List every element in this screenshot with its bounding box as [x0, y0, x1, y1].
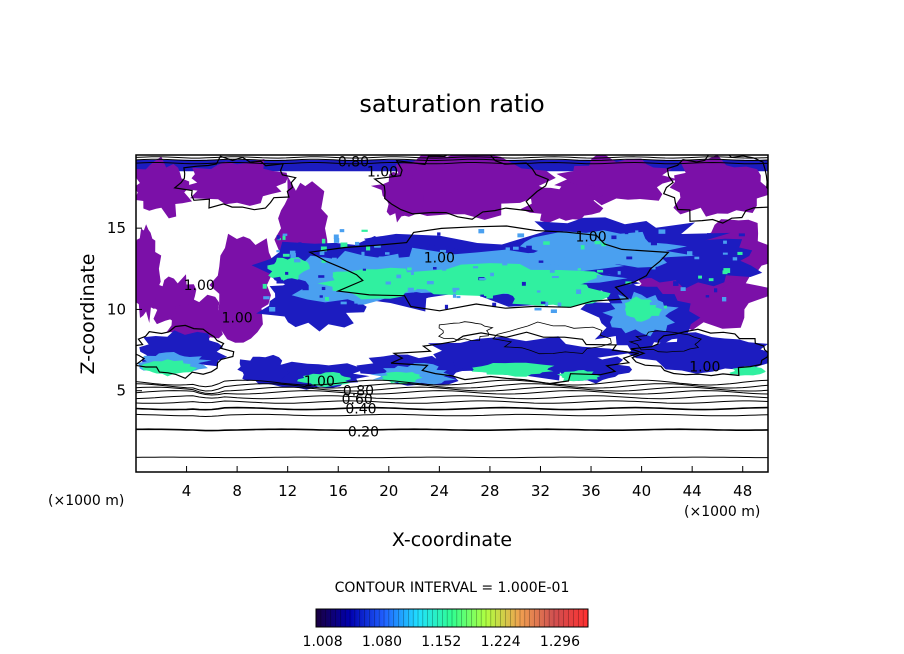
contour-label: 1.00 [575, 229, 606, 245]
colorbar-tick-label: 1.008 [303, 634, 343, 650]
x-tick-label: 24 [430, 482, 449, 500]
x-tick-label: 20 [379, 482, 398, 500]
y-tick-label: 10 [107, 300, 126, 318]
x-tick-label: 8 [232, 482, 242, 500]
contour-label: 1.00 [304, 374, 335, 390]
y-axis-label: Z-coordinate [77, 254, 99, 375]
y-tick-label: 5 [116, 382, 126, 400]
contour-lines [136, 155, 768, 459]
contour-interval-note: CONTOUR INTERVAL = 1.000E-01 [335, 580, 570, 596]
contour-label: 0.60 [342, 392, 373, 408]
x-tick-label: 16 [329, 482, 348, 500]
contour-label: 0.20 [348, 424, 379, 440]
x-tick-label: 28 [480, 482, 499, 500]
contour-label: 0.40 [345, 402, 376, 418]
colorbar-tick-label: 1.296 [540, 634, 580, 650]
x-unit-right: (×1000 m) [684, 504, 760, 520]
colorbar-tick-label: 1.224 [481, 634, 521, 650]
y-axis: 5 10 15 [107, 219, 142, 400]
y-tick-label: 15 [107, 219, 126, 237]
contour-labels: 0.200.400.600.801.001.000.801.001.001.00… [184, 155, 721, 441]
x-tick-label: 40 [632, 482, 651, 500]
x-tick-label: 32 [531, 482, 550, 500]
chart-title: saturation ratio [359, 90, 544, 118]
contour-label: 1.00 [689, 359, 720, 375]
contour-label: 1.00 [222, 311, 253, 327]
contour-label: 1.00 [424, 250, 455, 266]
plot-frame [135, 154, 769, 473]
x-tick-label: 36 [581, 482, 600, 500]
contour-label: 1.00 [184, 278, 215, 294]
x-axis-label: X-coordinate [392, 529, 512, 551]
colorbar-ticks: 1.008 1.080 1.152 1.224 1.296 [303, 609, 589, 650]
saturation-field [136, 155, 768, 390]
x-unit-left: (×1000 m) [48, 493, 124, 509]
x-tick-label: 48 [733, 482, 752, 500]
x-tick-label: 4 [182, 482, 192, 500]
contour-label: 0.80 [343, 384, 374, 400]
x-axis: 4 8 12 16 20 24 28 32 36 40 44 48 [182, 466, 752, 500]
x-tick-label: 44 [683, 482, 702, 500]
contour-label: 0.80 [338, 155, 369, 171]
colorbar-tick-label: 1.152 [421, 634, 461, 650]
colorbar-tick-label: 1.080 [362, 634, 402, 650]
contour-label: 1.00 [367, 164, 398, 180]
x-tick-label: 12 [278, 482, 297, 500]
